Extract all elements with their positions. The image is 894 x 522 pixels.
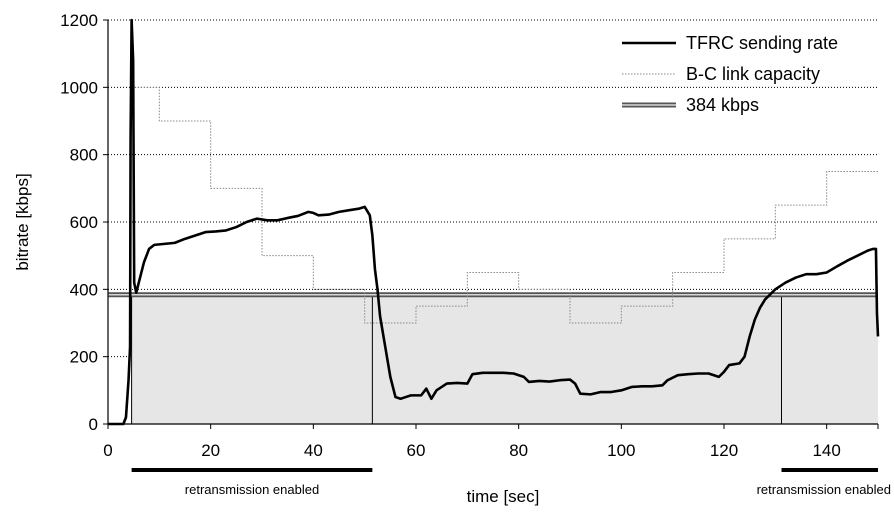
- x-axis-label: time [sec]: [467, 487, 540, 506]
- shaded-region: [131, 294, 878, 424]
- series-link-capacity: [131, 86, 878, 324]
- retransmission-label: retransmission enabled: [757, 482, 891, 497]
- annotations: retransmission enabled retransmission ena…: [131, 468, 891, 497]
- ticks: 0 200 400 600 800 1000 1200 0 20 40 60 80 100 120 140: [60, 11, 879, 460]
- y-axis-label: bitrate [kbps]: [13, 173, 32, 270]
- x-tick-label: 60: [407, 441, 426, 460]
- y-tick-label: 800: [70, 146, 98, 165]
- x-tick-label: 120: [710, 441, 738, 460]
- x-tick-label: 0: [103, 441, 112, 460]
- x-tick-label: 20: [201, 441, 220, 460]
- y-tick-label: 1000: [60, 78, 98, 97]
- legend-label-384: 384 kbps: [686, 95, 759, 115]
- y-tick-label: 200: [70, 348, 98, 367]
- y-tick-label: 0: [89, 415, 98, 434]
- x-tick-label: 40: [304, 441, 323, 460]
- x-tick-label: 140: [812, 441, 840, 460]
- x-tick-label: 80: [509, 441, 528, 460]
- series-layer: [108, 18, 880, 426]
- y-tick-label: 600: [70, 213, 98, 232]
- y-tick-label: 1200: [60, 11, 98, 30]
- legend: TFRC sending rate B-C link capacity 384 kb…: [622, 33, 838, 115]
- x-tick-label: 100: [607, 441, 635, 460]
- series-tfrc-sending-rate: [108, 18, 880, 426]
- shaded-area: [131, 294, 878, 424]
- legend-label-capacity: B-C link capacity: [686, 64, 820, 84]
- y-tick-label: 400: [70, 280, 98, 299]
- legend-label-tfrc: TFRC sending rate: [686, 33, 838, 53]
- retransmission-label: retransmission enabled: [185, 482, 319, 497]
